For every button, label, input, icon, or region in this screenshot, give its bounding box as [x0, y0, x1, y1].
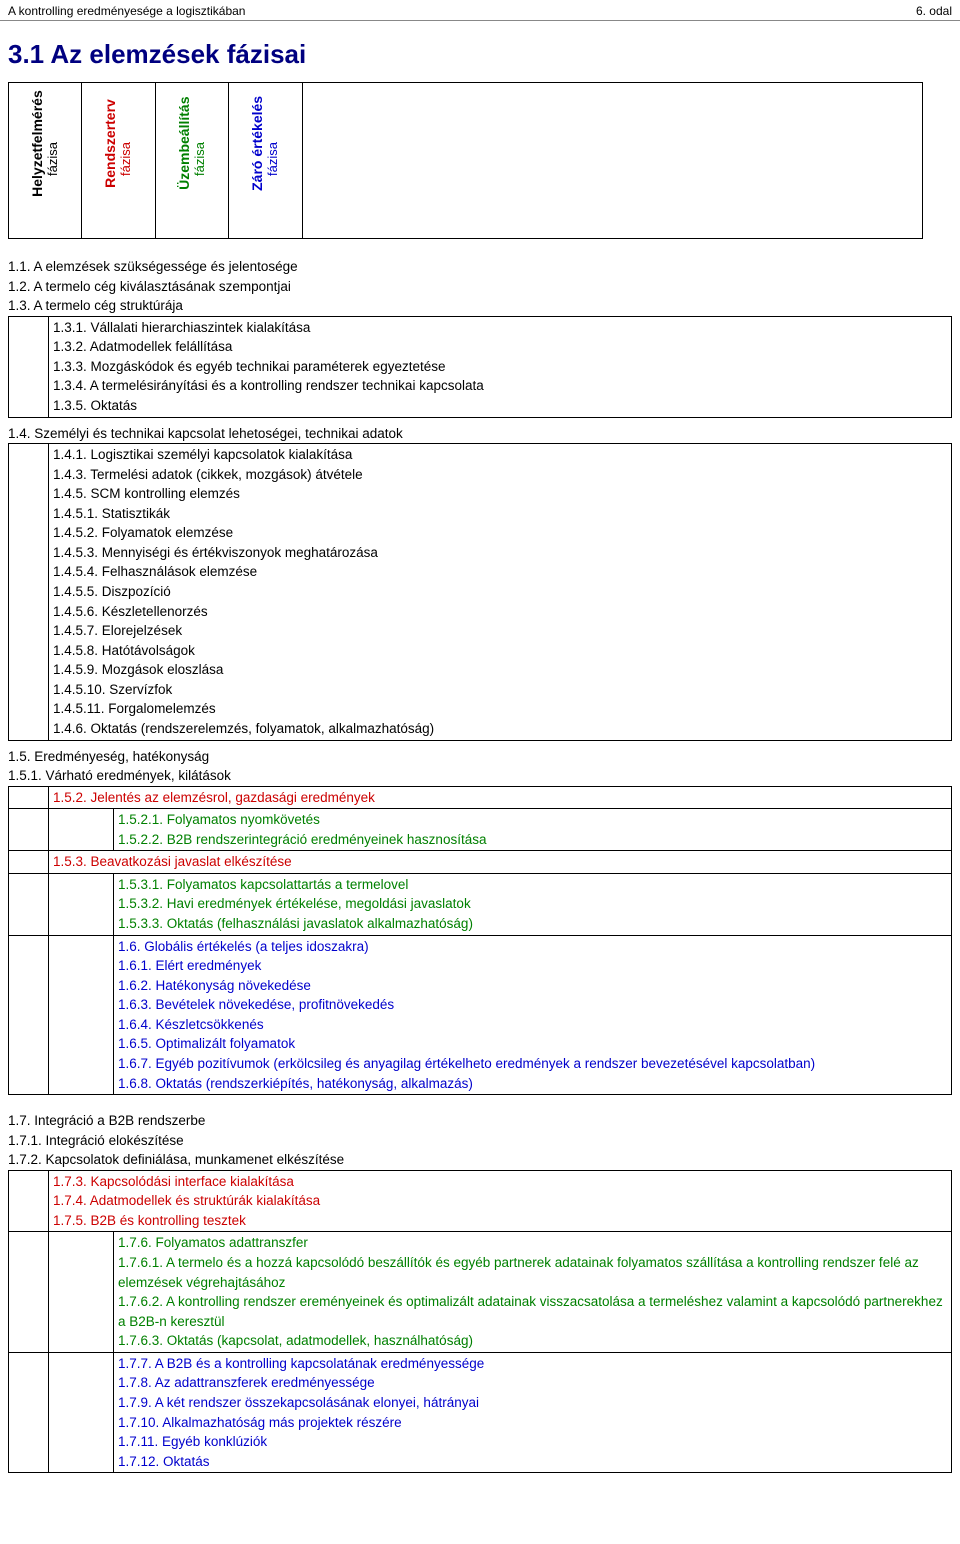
phase-cell-1: Helyzetfelmérésfázisa [9, 83, 82, 239]
outline-item: 1.6.1. Elért eredmények [118, 956, 947, 976]
outline-item: 1.7.11. Egyéb konklúziók [118, 1432, 947, 1452]
outline-item: 1.4.5.4. Felhasználások elemzése [53, 562, 947, 582]
outline-item: 1.4.5.2. Folyamatok elemzése [53, 523, 947, 543]
outline-item: 1.7.8. Az adattranszferek eredményessége [118, 1373, 947, 1393]
phase-label-2: Rendszertervfázisa [86, 89, 150, 229]
outline-item: 1.4.5.8. Hatótávolságok [53, 641, 947, 661]
outline-item: 1.7.6.3. Oktatás (kapcsolat, adatmodelle… [118, 1331, 947, 1351]
outline-item: 1.6. Globális értékelés (a teljes idosza… [118, 937, 947, 957]
outline-item: 1.3.2. Adatmodellek felállítása [53, 337, 947, 357]
outline-item: 1.7.2. Kapcsolatok definiálása, munkamen… [0, 1150, 960, 1170]
outline-item: 1.7.3. Kapcsolódási interface kialakítás… [53, 1172, 947, 1192]
outline-item: 1.4.3. Termelési adatok (cikkek, mozgáso… [53, 465, 947, 485]
outline-item: 1.7.6.1. A termelo és a hozzá kapcsolódó… [118, 1253, 947, 1292]
outline-item: 1.5.3. Beavatkozási javaslat elkészítése [49, 851, 952, 874]
outline-table-2: 1.5.2. Jelentés az elemzésrol, gazdasági… [8, 786, 952, 1095]
phase-cell-2: Rendszertervfázisa [82, 83, 155, 239]
phase-cell-spacer [302, 83, 922, 239]
outline-item: 1.7.10. Alkalmazhatóság más projektek ré… [118, 1413, 947, 1433]
outline-item: 1.6.7. Egyéb pozitívumok (erkölcsileg és… [118, 1054, 947, 1074]
outline-block1-bottom: 1.5. Eredményeség, hatékonyság1.5.1. Vár… [0, 747, 960, 786]
page-number: 6. odal [916, 4, 952, 18]
doc-title: A kontrolling eredményesége a logisztiká… [8, 4, 245, 18]
outline-item: 1.4.5.6. Készletellenorzés [53, 602, 947, 622]
outline-item: 1.4.5.1. Statisztikák [53, 504, 947, 524]
section-title: 3.1 Az elemzések fázisai [0, 21, 960, 82]
outline-table-1b: 1.4.1. Logisztikai személyi kapcsolatok … [8, 443, 952, 740]
phase-label-1: Helyzetfelmérésfázisa [13, 89, 77, 229]
outline-item: 1.5. Eredményeség, hatékonyság [0, 747, 960, 767]
outline-item: 1.5.2.1. Folyamatos nyomkövetés [118, 810, 947, 830]
outline-item: 1.2. A termelo cég kiválasztásának szemp… [0, 277, 960, 297]
outline-item: 1.6.3. Bevételek növekedése, profitnövek… [118, 995, 947, 1015]
outline-item: 1.7.4. Adatmodellek és struktúrák kialak… [53, 1191, 947, 1211]
outline-item: 1.6.2. Hatékonyság növekedése [118, 976, 947, 996]
outline-item: 1.3.1. Vállalati hierarchiaszintek kiala… [53, 318, 947, 338]
outline-item: 1.4.5.3. Mennyiségi és értékviszonyok me… [53, 543, 947, 563]
outline-block1-top: 1.1. A elemzések szükségessége és jelent… [0, 257, 960, 316]
outline-item: 1.4.5.5. Diszpozíció [53, 582, 947, 602]
outline-item: 1.5.3.2. Havi eredmények értékelése, meg… [118, 894, 947, 914]
phase-cell-3: Üzembeállításfázisa [155, 83, 228, 239]
outline-item: 1.7.12. Oktatás [118, 1452, 947, 1472]
outline-item: 1.7.9. A két rendszer összekapcsolásának… [118, 1393, 947, 1413]
outline-item: 1.7.7. A B2B és a kontrolling kapcsolatá… [118, 1354, 947, 1374]
outline-item: 1.6.4. Készletcsökkenés [118, 1015, 947, 1035]
outline-item: 1.7.6. Folyamatos adattranszfer [118, 1233, 947, 1253]
outline-item: 1.5.2. Jelentés az elemzésrol, gazdasági… [49, 786, 952, 809]
outline-item: 1.6.5. Optimalizált folyamatok [118, 1034, 947, 1054]
outline-item: 1.4.1. Logisztikai személyi kapcsolatok … [53, 445, 947, 465]
outline-item: 1.7. Integráció a B2B rendszerbe [0, 1111, 960, 1131]
outline-item: 1.5.1. Várható eredmények, kilátások [0, 766, 960, 786]
outline-item: 1.7.5. B2B és kontrolling tesztek [53, 1211, 947, 1231]
outline-item: 1.4.5.11. Forgalomelemzés [53, 699, 947, 719]
outline-item: 1.3. A termelo cég struktúrája [0, 296, 960, 316]
phase-labels-table: Helyzetfelmérésfázisa Rendszertervfázisa… [8, 82, 923, 239]
outline-item: 1.3.3. Mozgáskódok és egyéb technikai pa… [53, 357, 947, 377]
outline-item: 1.5.2.2. B2B rendszerintegráció eredmény… [118, 830, 947, 850]
outline-table-3: 1.7.3. Kapcsolódási interface kialakítás… [8, 1170, 952, 1473]
outline-item: 1.4.6. Oktatás (rendszerelemzés, folyama… [53, 719, 947, 739]
outline-item: 1.6.8. Oktatás (rendszerkiépítés, hatéko… [118, 1074, 947, 1094]
outline-item: 1.5.3.3. Oktatás (felhasználási javaslat… [118, 914, 947, 934]
outline-item: 1.4.5.7. Elorejelzések [53, 621, 947, 641]
phase-label-4: Záró értékelésfázisa [233, 89, 297, 229]
outline-item: 1.3.5. Oktatás [53, 396, 947, 416]
page-header: A kontrolling eredményesége a logisztiká… [0, 0, 960, 21]
outline-block1-mid: 1.4. Személyi és technikai kapcsolat leh… [0, 424, 960, 444]
outline-item: 1.4.5.9. Mozgások eloszlása [53, 660, 947, 680]
phase-label-3: Üzembeállításfázisa [160, 89, 224, 229]
outline-item: 1.5.3.1. Folyamatos kapcsolattartás a te… [118, 875, 947, 895]
outline-item: 1.4. Személyi és technikai kapcsolat leh… [0, 424, 960, 444]
outline-item: 1.4.5. SCM kontrolling elemzés [53, 484, 947, 504]
phase-cell-4: Záró értékelésfázisa [229, 83, 302, 239]
outline-item: 1.3.4. A termelésirányítási és a kontrol… [53, 376, 947, 396]
outline-item: 1.7.1. Integráció elokészítése [0, 1131, 960, 1151]
outline-item: 1.1. A elemzések szükségessége és jelent… [0, 257, 960, 277]
outline-item: 1.7.6.2. A kontrolling rendszer ereménye… [118, 1292, 947, 1331]
outline-table-1a: 1.3.1. Vállalati hierarchiaszintek kiala… [8, 316, 952, 418]
outline-item: 1.4.5.10. Szervízfok [53, 680, 947, 700]
outline-block3-top: 1.7. Integráció a B2B rendszerbe1.7.1. I… [0, 1111, 960, 1170]
